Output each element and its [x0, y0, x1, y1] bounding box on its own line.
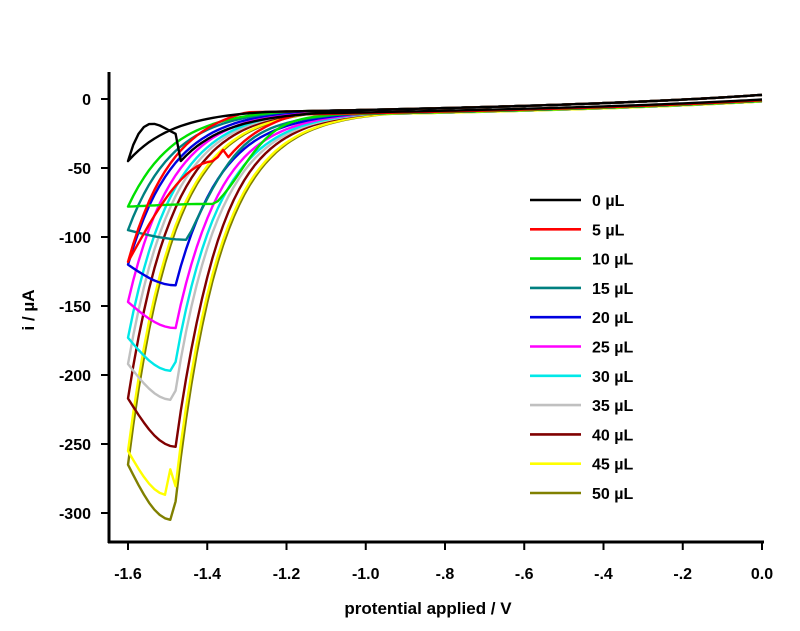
legend-item: 20 µL: [530, 310, 633, 327]
legend-item: 5 µL: [530, 222, 625, 239]
legend-label: 40 µL: [592, 427, 633, 444]
legend-item: 50 µL: [530, 486, 633, 503]
legend-item: 15 µL: [530, 281, 633, 298]
x-tick-label: -1.4: [193, 566, 221, 583]
legend-item: 0 µL: [530, 193, 625, 210]
legend-label: 35 µL: [592, 398, 633, 415]
x-ticks: -1.6 -1.4 -1.2 -1.0 -.8 -.6 -.4 -.2 0.0: [114, 542, 773, 583]
series-line-50ul: [126, 93, 763, 521]
legend-label: 45 µL: [592, 457, 633, 474]
series-line-30ul: [126, 93, 763, 372]
y-ticks: 0 -50 -100 -150 -200 -250 -300: [59, 92, 109, 523]
y-axis-title: i / µA: [19, 290, 38, 331]
legend-label: 0 µL: [592, 193, 625, 210]
x-tick-label: -1.2: [273, 566, 301, 583]
y-tick-label: -50: [68, 161, 91, 178]
legend-item: 25 µL: [530, 340, 633, 357]
legend: 0 µL 5 µL 10 µL 15 µL 20 µL 25 µL 30 µL 35 µL 40…: [530, 193, 633, 503]
legend-item: 45 µL: [530, 457, 633, 474]
x-tick-label: -.4: [594, 566, 613, 583]
series-line-45ul: [126, 93, 763, 496]
legend-item: 40 µL: [530, 427, 633, 444]
y-tick-label: 0: [82, 92, 91, 109]
y-tick-label: -300: [59, 506, 91, 523]
x-tick-label: -.6: [515, 566, 534, 583]
series-line-0ul: [126, 93, 763, 163]
legend-label: 50 µL: [592, 486, 633, 503]
series-curves: [126, 93, 763, 521]
x-axis-title: protential applied / V: [344, 599, 512, 618]
legend-label: 5 µL: [592, 222, 625, 239]
axes: [107, 72, 764, 544]
x-tick-label: -.8: [436, 566, 455, 583]
y-tick-label: -200: [59, 368, 91, 385]
y-tick-label: -250: [59, 437, 91, 454]
y-tick-label: -100: [59, 230, 91, 247]
legend-item: 30 µL: [530, 369, 633, 386]
legend-label: 30 µL: [592, 369, 633, 386]
legend-item: 10 µL: [530, 252, 633, 269]
x-tick-label: -1.6: [114, 566, 142, 583]
legend-label: 15 µL: [592, 281, 633, 298]
legend-label: 20 µL: [592, 310, 633, 327]
x-tick-label: -1.0: [352, 566, 380, 583]
x-tick-label: -.2: [673, 566, 692, 583]
legend-item: 35 µL: [530, 398, 633, 415]
y-tick-label: -150: [59, 299, 91, 316]
legend-label: 10 µL: [592, 252, 633, 269]
x-tick-label: 0.0: [751, 566, 773, 583]
legend-label: 25 µL: [592, 340, 633, 357]
